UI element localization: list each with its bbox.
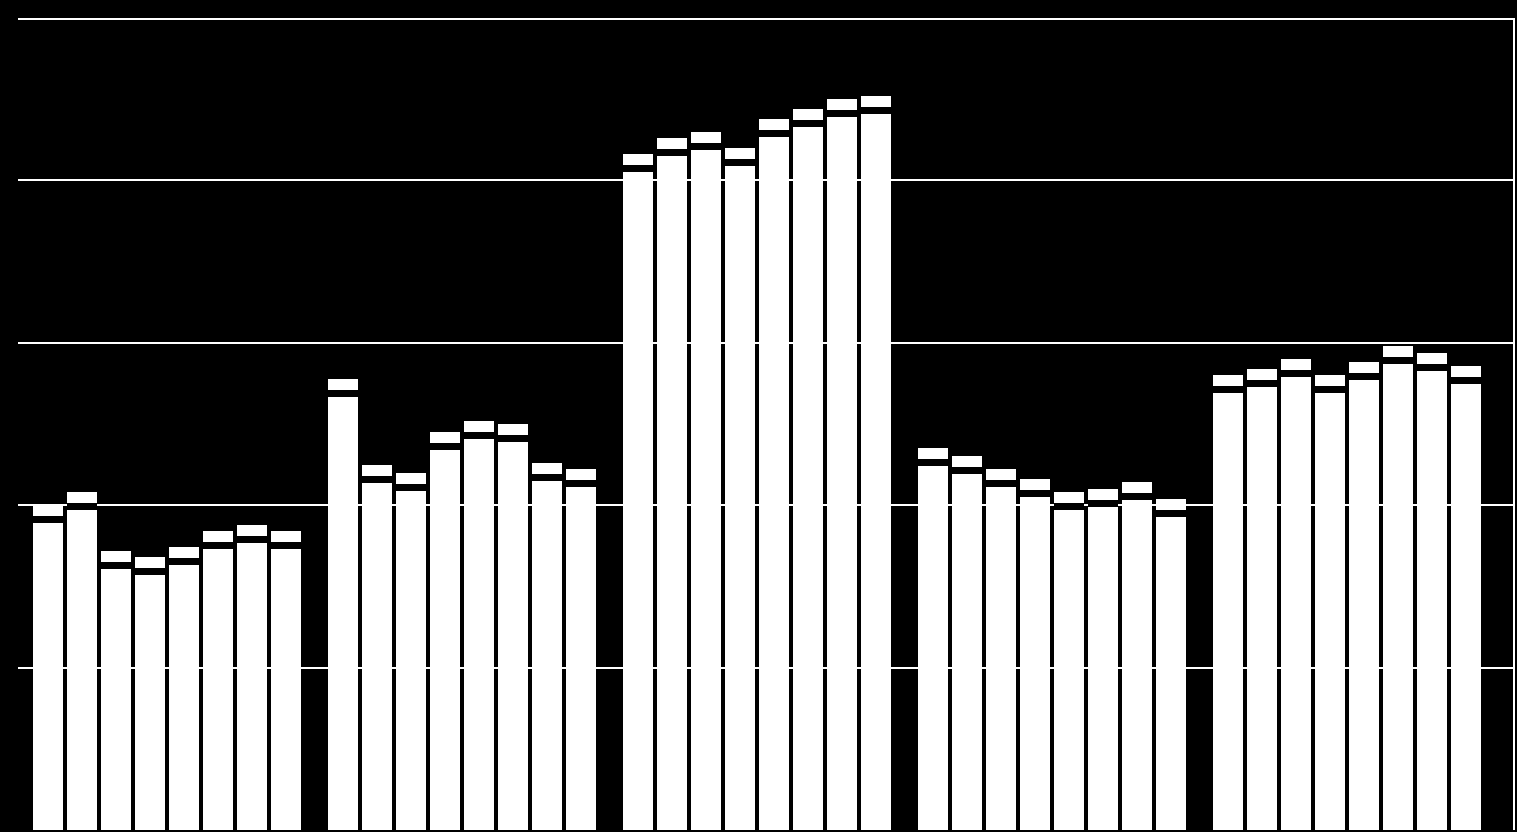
bar-cap-gap [1088,500,1118,507]
bar [952,456,982,830]
bar [271,531,301,830]
bar-cap-gap [271,542,301,549]
bar [986,469,1016,830]
bar-cap-gap [827,110,857,117]
bar-cap-gap [1247,380,1277,387]
bar [691,132,721,830]
bar [1281,359,1311,830]
bar-cap-gap [67,503,97,510]
bar-cap-gap [1349,373,1379,380]
bar-cap-gap [725,159,755,166]
bar [464,421,494,830]
bar-group [328,20,598,830]
bar-cap-gap [1281,370,1311,377]
bar [1451,366,1481,830]
bar [328,379,358,830]
bar-group [33,20,303,830]
bar-cap-gap [1213,386,1243,393]
bar [1088,489,1118,830]
bar-cap-gap [1122,493,1152,500]
bar-cap-gap [1054,503,1084,510]
bar-cap-gap [328,390,358,397]
bar [827,99,857,830]
bar-group [1213,20,1483,830]
bar-cap-gap [362,476,392,483]
bar-cap-gap [861,107,891,114]
bar [1417,353,1447,830]
bar-cap-gap [498,435,528,442]
bar [793,109,823,830]
bar [725,148,755,830]
bar [135,557,165,830]
bar-group [918,20,1188,830]
bar [1122,482,1152,830]
bar-cap-gap [623,165,653,172]
bar-cap-gap [532,474,562,481]
bar [33,505,63,830]
bar [362,465,392,830]
bar-cap-gap [657,149,687,156]
bar [566,469,596,830]
bar-cap-gap [1417,364,1447,371]
bar [623,154,653,830]
bar [1247,369,1277,830]
bar-cap-gap [793,120,823,127]
bar [918,448,948,830]
bar-cap-gap [1383,357,1413,364]
bar [396,473,426,830]
bar-cap-gap [1451,377,1481,384]
bar [67,492,97,830]
bar [237,525,267,830]
bar-cap-gap [952,467,982,474]
bar-cap-gap [396,484,426,491]
bar-cap-gap [169,558,199,565]
bar-cap-gap [237,536,267,543]
bar [203,531,233,830]
bar-cap-gap [430,443,460,450]
bar-cap-gap [918,459,948,466]
bar [1054,492,1084,830]
bar-cap-gap [1020,490,1050,497]
bar-cap-gap [135,568,165,575]
bar [430,432,460,830]
bar [1315,375,1345,830]
bar [1020,479,1050,830]
bar-cap-gap [203,542,233,549]
bar-cap-gap [464,432,494,439]
bar-cap-gap [33,516,63,523]
bar-cap-gap [1315,386,1345,393]
bar [1383,346,1413,830]
bar [861,96,891,830]
bar-cap-gap [1156,510,1186,517]
bar [101,551,131,830]
bar [657,138,687,830]
bar [169,547,199,830]
chart-canvas [0,0,1517,832]
bar-cap-gap [101,562,131,569]
bar-cap-gap [759,130,789,137]
bar-cap-gap [566,480,596,487]
bar-cap-gap [691,143,721,150]
bar [1349,362,1379,830]
bar-group [623,20,893,830]
plot-area [18,18,1515,830]
bar [1156,499,1186,830]
bar [532,463,562,830]
bar-cap-gap [986,480,1016,487]
bar [1213,375,1243,830]
bar [498,424,528,830]
bar [759,119,789,830]
